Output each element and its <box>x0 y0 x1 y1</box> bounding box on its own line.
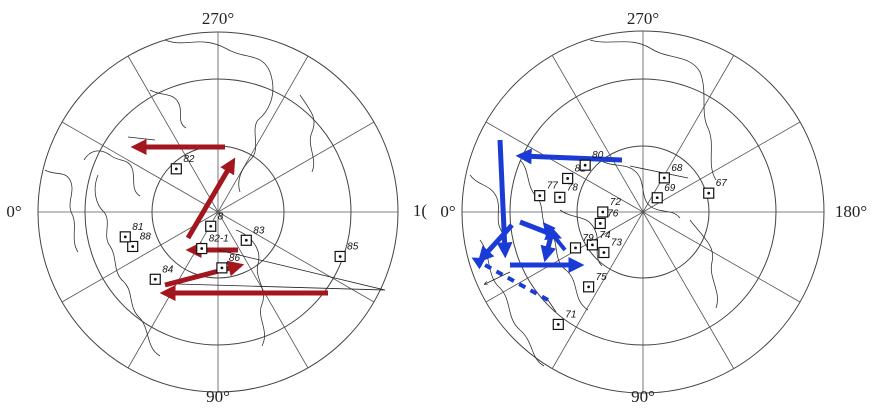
right_map-pole-dot-71 <box>556 323 560 326</box>
right_map-pole-label-69: 69 <box>664 183 676 194</box>
left_map-pole-dot-84 <box>153 277 157 281</box>
right-arrow-72-to-west <box>477 223 514 263</box>
right_map-pole-label-80: 80 <box>592 150 604 161</box>
right_map-pole-dot-67 <box>707 191 711 195</box>
left_map-pole-label-88: 88 <box>140 231 152 242</box>
right_map-pole-label-68: 68 <box>671 163 683 174</box>
right_map-pole-dot-80 <box>583 163 587 167</box>
right_map-pole-label-79: 79 <box>583 233 595 244</box>
right_map-pole-dot-74 <box>591 243 594 247</box>
right_map-pole-dot-75 <box>587 285 591 289</box>
right_map-pole-label-76: 76 <box>607 208 619 219</box>
left-coastlines <box>44 39 315 357</box>
right-arrow-68-to-78 <box>515 148 623 165</box>
right-blue-arrows <box>471 139 623 302</box>
left_map-pole-dot-82 <box>174 167 178 171</box>
left_map-pole-label-82: 82 <box>183 154 195 165</box>
right_map-pole-label-78: 78 <box>567 182 579 193</box>
right-arrow-73-up <box>542 221 567 252</box>
right_map-pole-dot-78 <box>558 195 562 199</box>
right_map-pole-label-71: 71 <box>565 309 576 320</box>
right_map-pole-dot-72 <box>601 210 605 214</box>
left_map-pole-dot-82-1 <box>200 247 204 250</box>
left_map-pole-dot-85 <box>338 255 342 258</box>
left_map-pole-dot-86 <box>220 266 224 270</box>
left_map-pole-label-83: 83 <box>253 225 265 236</box>
left_map-pole-dot-81 <box>123 235 127 239</box>
right-arrow-74-loop <box>540 231 557 263</box>
left-label-270: 270° <box>202 9 234 28</box>
right_map-pole-dot-79 <box>574 246 577 250</box>
left-label-0: 0° <box>6 202 21 221</box>
left_map-pole-dot-83 <box>244 238 248 242</box>
right-polar-map: 7778818068676972767374757971 270° 0° 180… <box>440 9 867 406</box>
right-label-180: 180° <box>835 202 867 221</box>
right_map-pole-label-67: 67 <box>716 178 728 189</box>
right-meridians <box>462 31 824 393</box>
right_map-pole-dot-81 <box>566 177 570 180</box>
right_map-pole-dot-77 <box>538 194 542 198</box>
left_map-pole-label-8: 8 <box>218 211 224 222</box>
left_map-pole-label-82-1: 82-1 <box>209 234 229 245</box>
left-meridians <box>38 32 398 392</box>
left-label-90: 90° <box>206 387 230 404</box>
right_map-pole-label-72: 72 <box>610 197 622 208</box>
right-thin-connectors <box>485 165 689 313</box>
right_map-pole-dot-68 <box>662 176 666 180</box>
right_map-pole-label-77: 77 <box>547 181 559 192</box>
left_map-pole-label-85: 85 <box>347 241 359 252</box>
right_map-pole-dot-69 <box>655 196 659 200</box>
right-label-90: 90° <box>631 387 655 404</box>
left_map-pole-label-84: 84 <box>162 264 174 275</box>
left_map-pole-dot-88 <box>131 245 135 248</box>
right-pole-points: 7778818068676972767374757971 <box>534 150 728 331</box>
left-arrow-82-1-to-north <box>185 157 236 240</box>
right_map-pole-dot-73 <box>602 251 606 254</box>
right_map-pole-label-73: 73 <box>611 238 623 249</box>
right_map-pole-label-74: 74 <box>599 230 611 241</box>
left-label-180-cut: 1( <box>413 201 428 220</box>
left_map-pole-label-86: 86 <box>229 253 241 264</box>
right-label-0: 0° <box>440 202 455 221</box>
right-arrow-71-dashed <box>471 257 549 302</box>
right-label-270: 270° <box>627 9 659 28</box>
right_map-pole-dot-76 <box>598 222 602 225</box>
left-thin-connectors <box>127 136 386 291</box>
left_map-pole-dot-8 <box>209 224 213 228</box>
left_map-pole-label-81: 81 <box>132 222 143 233</box>
right_map-pole-label-75: 75 <box>596 272 608 283</box>
